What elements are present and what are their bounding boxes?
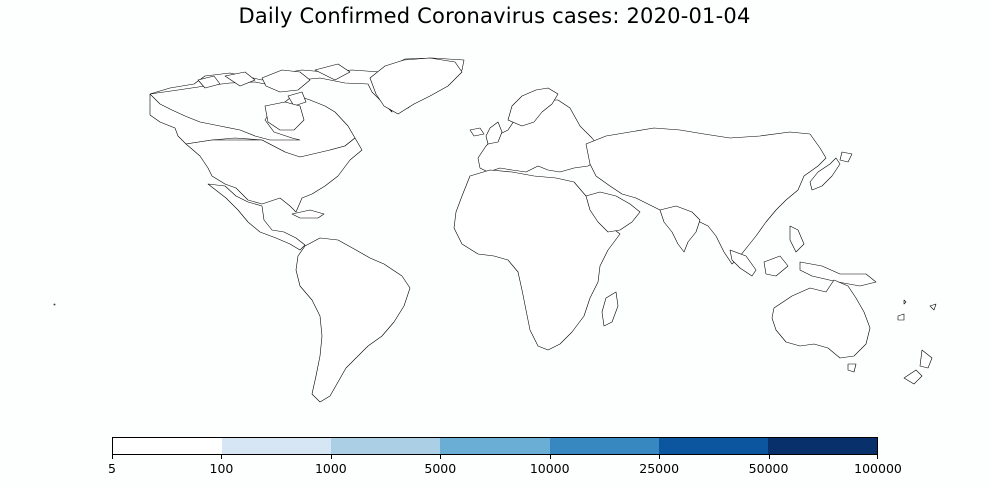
colorbar-tick-label: 100000 bbox=[854, 461, 902, 476]
colorbar-tick-label: 25000 bbox=[639, 461, 680, 476]
colorbar-tick bbox=[659, 455, 660, 459]
colorbar-tick bbox=[550, 455, 551, 459]
hudson-bay-region bbox=[264, 101, 305, 131]
colorbar-tick bbox=[769, 455, 770, 459]
india bbox=[659, 205, 701, 253]
scandinavia bbox=[507, 87, 559, 127]
usa bbox=[185, 137, 363, 213]
colorbar-tick bbox=[877, 455, 878, 459]
colorbar-segment-0 bbox=[113, 438, 223, 454]
australia bbox=[771, 279, 871, 359]
colorbar-segment-4 bbox=[549, 438, 659, 454]
colorbar-tick bbox=[331, 455, 332, 459]
colorbar-tick-label: 50000 bbox=[748, 461, 789, 476]
colorbar-tick-label: 10000 bbox=[529, 461, 570, 476]
arctic-islands bbox=[197, 63, 351, 107]
colorbar-tick bbox=[440, 455, 441, 459]
southeast-asia-islands bbox=[729, 225, 877, 287]
pacific-islands bbox=[897, 299, 937, 321]
colorbar-tick bbox=[221, 455, 222, 459]
new-zealand bbox=[903, 349, 933, 385]
tasmania bbox=[847, 363, 857, 373]
mexico-central-america bbox=[207, 183, 306, 251]
cuba bbox=[291, 209, 325, 219]
colorbar bbox=[112, 437, 878, 455]
colorbar-segment-3 bbox=[440, 438, 550, 454]
colorbar-tick-label: 1000 bbox=[314, 461, 347, 476]
tiny-island bbox=[53, 303, 56, 306]
colorbar-segment-2 bbox=[331, 438, 441, 454]
arabian-peninsula bbox=[585, 191, 641, 233]
colorbar-tick-label: 5000 bbox=[424, 461, 457, 476]
map-title: Daily Confirmed Coronavirus cases: 2020-… bbox=[238, 4, 751, 28]
africa bbox=[453, 169, 621, 351]
greenland bbox=[369, 57, 463, 115]
iceland bbox=[469, 127, 485, 137]
colorbar-segment-1 bbox=[222, 438, 332, 454]
south-america bbox=[295, 237, 411, 403]
colorbar-tick-label: 100 bbox=[209, 461, 234, 476]
japan bbox=[809, 151, 853, 191]
madagascar bbox=[601, 291, 619, 327]
colorbar-tick bbox=[112, 455, 113, 459]
colorbar-tick-label: 5 bbox=[108, 461, 116, 476]
colorbar-segment-5 bbox=[658, 438, 768, 454]
asia bbox=[585, 127, 827, 265]
colorbar-segment-6 bbox=[767, 438, 877, 454]
uk bbox=[485, 121, 503, 145]
